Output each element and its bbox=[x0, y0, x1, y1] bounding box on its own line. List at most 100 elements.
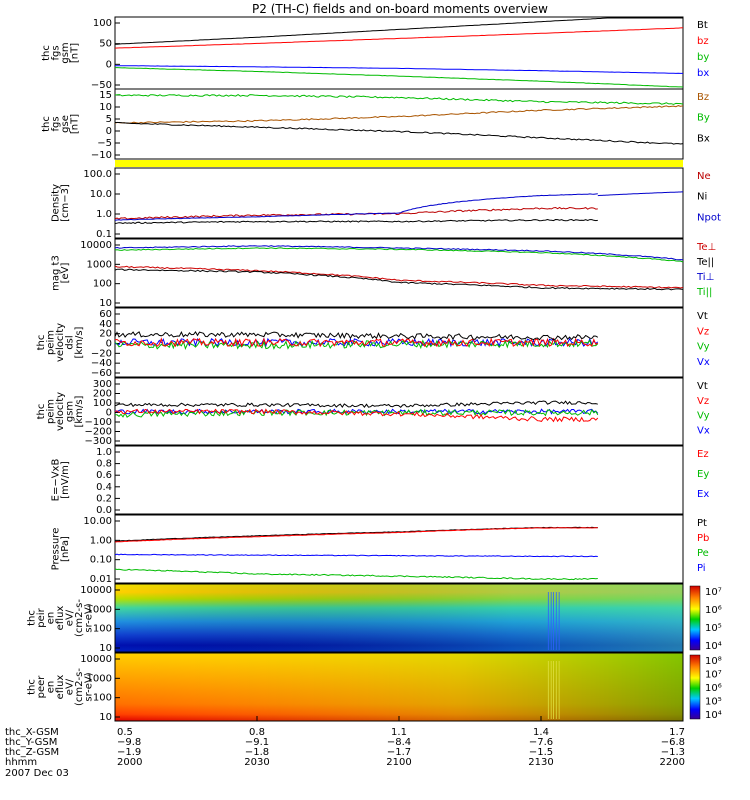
y-tick-label: 10.00 bbox=[83, 516, 112, 527]
y-axis-label-line: thc bbox=[36, 404, 47, 420]
legend-entry: Vt bbox=[697, 311, 708, 322]
y-axis-label-line: [nT] bbox=[69, 43, 80, 63]
series-line-Vt bbox=[114, 330, 599, 341]
y-axis-label-line: en bbox=[46, 612, 57, 625]
y-axis-label-line: mag t3 bbox=[50, 255, 61, 291]
y-tick-label: −200 bbox=[85, 427, 112, 438]
y-axis-label-line: [eV] bbox=[60, 263, 71, 284]
y-tick-label: 40 bbox=[99, 319, 112, 330]
x-axis-tick-value: −9.1 bbox=[245, 737, 269, 748]
legend-entry: bz bbox=[697, 36, 709, 47]
panel-frame bbox=[114, 445, 684, 515]
y-tick-label: −5 bbox=[97, 138, 112, 149]
colorbar-tick-label: 10⁵ bbox=[705, 697, 722, 708]
colorbar-tick-label: 10⁵ bbox=[705, 623, 722, 634]
y-axis-label-line: thc bbox=[41, 45, 52, 61]
series-line-Bt bbox=[115, 17, 683, 45]
y-axis-label-line: en bbox=[46, 681, 57, 694]
y-axis-label-line: eflux bbox=[55, 675, 66, 700]
y-tick-label: 0.8 bbox=[96, 459, 112, 470]
y-tick-label: 10 bbox=[99, 712, 112, 723]
x-axis-tick-value: 1.7 bbox=[669, 727, 685, 738]
legend-entry: Vt bbox=[697, 381, 708, 392]
legend-entry: Vx bbox=[697, 357, 710, 368]
legend-entry: Vz bbox=[697, 396, 709, 407]
y-axis-label-line: thc bbox=[36, 335, 47, 351]
x-axis-tick-value: 2130 bbox=[528, 757, 553, 768]
x-axis-tick-value: 2100 bbox=[386, 757, 411, 768]
y-tick-label: 10000 bbox=[80, 654, 112, 665]
y-tick-label: 100 bbox=[93, 18, 112, 29]
flag-bar bbox=[115, 160, 683, 167]
y-tick-label: 20 bbox=[99, 329, 112, 340]
y-axis-label-line: thc bbox=[27, 610, 38, 626]
y-axis-label-line: Density bbox=[50, 184, 61, 222]
colorbar-tick-label: 10⁷ bbox=[705, 670, 722, 681]
panel-frame bbox=[114, 514, 684, 584]
panel-frame bbox=[114, 377, 684, 446]
legend-entry: Pe bbox=[697, 548, 709, 559]
panel-efield: E=−VxB[mV/m] 1.00.80.60.40.20.0 Ez Ey Ex bbox=[50, 445, 709, 516]
y-tick-label: 1000 bbox=[87, 259, 112, 270]
y-axis-label-line: velocity bbox=[55, 323, 66, 362]
y-tick-label: 15 bbox=[99, 90, 112, 101]
series-line-Te|| bbox=[114, 268, 684, 291]
series-line-Vz bbox=[114, 337, 599, 348]
y-tick-label: 0.0 bbox=[96, 505, 112, 516]
y-axis-label-line: [km/s] bbox=[74, 395, 85, 427]
panel-legend: Bt bz by bx bbox=[697, 20, 709, 79]
y-axis-label-line: gsm bbox=[60, 42, 71, 63]
y-tick-label: −100 bbox=[85, 417, 112, 428]
y-tick-label: 0.2 bbox=[96, 493, 112, 504]
y-tick-label: 100 bbox=[93, 398, 112, 409]
legend-entry: Vy bbox=[697, 342, 710, 353]
y-tick-label: 1000 bbox=[87, 604, 112, 615]
legend-entry: Ey bbox=[697, 469, 709, 480]
y-axis-label-line: peer bbox=[36, 675, 47, 699]
series-line-bz bbox=[114, 27, 684, 49]
series-line-Bx bbox=[115, 122, 684, 145]
colorbar-tick-label: 10⁴ bbox=[705, 710, 722, 721]
y-tick-label: −40 bbox=[91, 358, 112, 369]
y-axis-label-line: [nPa] bbox=[60, 536, 71, 562]
colorbar bbox=[689, 585, 701, 651]
x-axis-tick-value: −1.3 bbox=[661, 747, 685, 758]
y-tick-label: 1.00 bbox=[90, 535, 112, 546]
y-tick-label: −10 bbox=[91, 150, 112, 161]
y-tick-label: −300 bbox=[85, 436, 112, 447]
y-tick-label: 1000 bbox=[87, 673, 112, 684]
y-tick-label: 0.6 bbox=[96, 470, 112, 481]
y-axis-label-line: thc bbox=[41, 116, 52, 132]
y-axis-label-line: peir bbox=[36, 607, 47, 627]
y-axis-label-line: [mV/m] bbox=[60, 461, 71, 499]
x-axis-block: thc_X-GSM 0.5 0.8 1.1 1.4 1.7 thc_Y-GSM −9.8 −9.… bbox=[5, 716, 685, 779]
x-axis-tick-value: 1.1 bbox=[391, 727, 407, 738]
x-axis-date: 2007 Dec 03 bbox=[5, 768, 69, 779]
series-line-Npot-tail bbox=[597, 191, 683, 197]
x-axis-tick-value: −1.8 bbox=[245, 747, 269, 758]
y-tick-label: 0.10 bbox=[90, 555, 112, 566]
y-tick-label: 10 bbox=[99, 643, 112, 654]
x-axis-tick-value: 2200 bbox=[660, 757, 685, 768]
panel-yticks: 100 50 0 −50 bbox=[91, 18, 120, 91]
y-axis-label-line: velocity bbox=[55, 392, 66, 431]
panel-frame bbox=[114, 238, 684, 308]
series-line-Ni bbox=[114, 218, 598, 225]
x-axis-row-label: thc_X-GSM bbox=[5, 727, 59, 738]
spectrogram-peer-overlay bbox=[115, 653, 683, 721]
y-axis-label-line: sr-eV) bbox=[84, 672, 95, 701]
y-tick-label: 1.0 bbox=[96, 209, 112, 220]
x-axis-row-label: thc_Z-GSM bbox=[5, 747, 59, 758]
y-tick-label: 10 bbox=[99, 298, 112, 309]
series-line-Ne bbox=[114, 206, 598, 220]
panel-pressure: Pressure[nPa] 10.00 1.00 0.10 0.01 Pt Pb Pe Pi bbox=[50, 514, 709, 585]
x-axis-tick-value: −1.5 bbox=[529, 747, 553, 758]
y-tick-label: −50 bbox=[91, 80, 112, 91]
colorbar-tick-label: 10⁴ bbox=[705, 641, 722, 652]
series-line-Vt bbox=[114, 400, 598, 409]
series-line-Npot bbox=[114, 193, 598, 221]
